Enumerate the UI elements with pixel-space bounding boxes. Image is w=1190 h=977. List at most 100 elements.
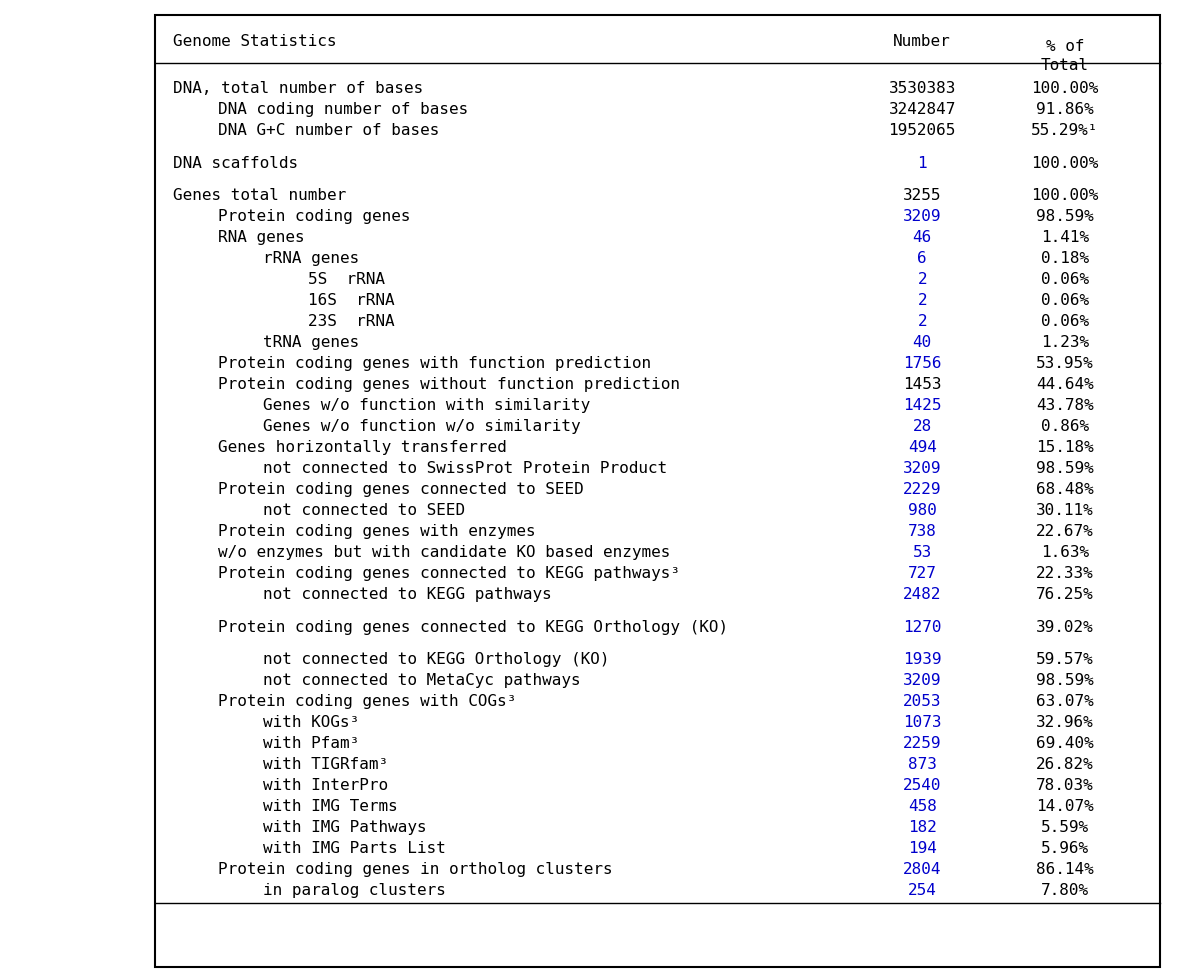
Text: 6: 6 <box>917 251 927 266</box>
Text: not connected to MetaCyc pathways: not connected to MetaCyc pathways <box>263 673 581 689</box>
Text: with IMG Parts List: with IMG Parts List <box>263 841 446 857</box>
Text: Protein coding genes: Protein coding genes <box>218 209 411 224</box>
Text: 0.18%: 0.18% <box>1041 251 1089 266</box>
Text: 3209: 3209 <box>903 673 941 689</box>
Text: 16S  rRNA: 16S rRNA <box>308 293 395 308</box>
Text: 2229: 2229 <box>903 482 941 497</box>
Text: Protein coding genes connected to KEGG Orthology (KO): Protein coding genes connected to KEGG O… <box>218 619 728 635</box>
Text: 22.33%: 22.33% <box>1036 566 1094 581</box>
Text: DNA coding number of bases: DNA coding number of bases <box>218 102 468 117</box>
Text: 5.96%: 5.96% <box>1041 841 1089 857</box>
Text: 53: 53 <box>913 545 932 560</box>
Text: 5S  rRNA: 5S rRNA <box>308 272 386 287</box>
Text: 0.86%: 0.86% <box>1041 419 1089 434</box>
Text: Genes w/o function w/o similarity: Genes w/o function w/o similarity <box>263 419 581 434</box>
Text: 98.59%: 98.59% <box>1036 209 1094 224</box>
Text: 1453: 1453 <box>903 377 941 392</box>
Text: 1756: 1756 <box>903 356 941 371</box>
Text: Protein coding genes without function prediction: Protein coding genes without function pr… <box>218 377 679 392</box>
Text: Genes w/o function with similarity: Genes w/o function with similarity <box>263 398 590 413</box>
Text: % of
Total: % of Total <box>1041 39 1089 72</box>
Text: 2: 2 <box>917 272 927 287</box>
Text: 3242847: 3242847 <box>889 102 956 117</box>
Text: 2: 2 <box>917 314 927 329</box>
Text: Protein coding genes with COGs³: Protein coding genes with COGs³ <box>218 695 516 709</box>
Text: 55.29%¹: 55.29%¹ <box>1032 123 1098 138</box>
Text: 28: 28 <box>913 419 932 434</box>
Text: with TIGRfam³: with TIGRfam³ <box>263 757 388 773</box>
Text: 182: 182 <box>908 821 937 835</box>
Text: 69.40%: 69.40% <box>1036 737 1094 751</box>
Text: 2804: 2804 <box>903 863 941 877</box>
Text: with IMG Pathways: with IMG Pathways <box>263 821 426 835</box>
Text: not connected to SwissProt Protein Product: not connected to SwissProt Protein Produ… <box>263 461 668 476</box>
Text: 1270: 1270 <box>903 619 941 635</box>
Text: 26.82%: 26.82% <box>1036 757 1094 773</box>
Text: 59.57%: 59.57% <box>1036 653 1094 667</box>
Text: 3530383: 3530383 <box>889 81 956 96</box>
Text: 2540: 2540 <box>903 779 941 793</box>
Text: 194: 194 <box>908 841 937 857</box>
Text: Genome Statistics: Genome Statistics <box>173 34 336 49</box>
Text: 1952065: 1952065 <box>889 123 956 138</box>
Text: Genes horizontally transferred: Genes horizontally transferred <box>218 440 507 455</box>
Text: 1: 1 <box>917 155 927 171</box>
Text: 100.00%: 100.00% <box>1032 188 1098 203</box>
Text: 1.41%: 1.41% <box>1041 230 1089 245</box>
Text: 76.25%: 76.25% <box>1036 587 1094 602</box>
Text: 2259: 2259 <box>903 737 941 751</box>
Text: tRNA genes: tRNA genes <box>263 335 359 350</box>
Text: 15.18%: 15.18% <box>1036 440 1094 455</box>
Text: 63.07%: 63.07% <box>1036 695 1094 709</box>
Text: not connected to KEGG pathways: not connected to KEGG pathways <box>263 587 552 602</box>
Text: 1425: 1425 <box>903 398 941 413</box>
Text: Number: Number <box>894 34 951 49</box>
Text: 0.06%: 0.06% <box>1041 293 1089 308</box>
Text: 1.63%: 1.63% <box>1041 545 1089 560</box>
Text: 0.06%: 0.06% <box>1041 272 1089 287</box>
Text: 98.59%: 98.59% <box>1036 673 1094 689</box>
Text: 2: 2 <box>917 293 927 308</box>
Text: 22.67%: 22.67% <box>1036 524 1094 539</box>
Text: 1.23%: 1.23% <box>1041 335 1089 350</box>
FancyBboxPatch shape <box>155 15 1160 967</box>
Text: DNA scaffolds: DNA scaffolds <box>173 155 298 171</box>
Text: Protein coding genes connected to SEED: Protein coding genes connected to SEED <box>218 482 583 497</box>
Text: 5.59%: 5.59% <box>1041 821 1089 835</box>
Text: DNA, total number of bases: DNA, total number of bases <box>173 81 422 96</box>
Text: Protein coding genes in ortholog clusters: Protein coding genes in ortholog cluster… <box>218 863 613 877</box>
Text: with IMG Terms: with IMG Terms <box>263 799 397 815</box>
Text: 3209: 3209 <box>903 461 941 476</box>
Text: 727: 727 <box>908 566 937 581</box>
Text: 738: 738 <box>908 524 937 539</box>
Text: rRNA genes: rRNA genes <box>263 251 359 266</box>
Text: Genes total number: Genes total number <box>173 188 346 203</box>
Text: 3209: 3209 <box>903 209 941 224</box>
Text: 43.78%: 43.78% <box>1036 398 1094 413</box>
Text: Protein coding genes with enzymes: Protein coding genes with enzymes <box>218 524 536 539</box>
Text: 873: 873 <box>908 757 937 773</box>
Text: DNA G+C number of bases: DNA G+C number of bases <box>218 123 439 138</box>
Text: 32.96%: 32.96% <box>1036 715 1094 731</box>
Text: 78.03%: 78.03% <box>1036 779 1094 793</box>
Text: 39.02%: 39.02% <box>1036 619 1094 635</box>
Text: 40: 40 <box>913 335 932 350</box>
Text: with InterPro: with InterPro <box>263 779 388 793</box>
Text: 30.11%: 30.11% <box>1036 503 1094 518</box>
Text: RNA genes: RNA genes <box>218 230 305 245</box>
Text: 980: 980 <box>908 503 937 518</box>
Text: 14.07%: 14.07% <box>1036 799 1094 815</box>
Text: 2053: 2053 <box>903 695 941 709</box>
Text: 23S  rRNA: 23S rRNA <box>308 314 395 329</box>
Text: 68.48%: 68.48% <box>1036 482 1094 497</box>
Text: 458: 458 <box>908 799 937 815</box>
Text: not connected to KEGG Orthology (KO): not connected to KEGG Orthology (KO) <box>263 653 609 667</box>
Text: 46: 46 <box>913 230 932 245</box>
Text: 2482: 2482 <box>903 587 941 602</box>
Text: 100.00%: 100.00% <box>1032 81 1098 96</box>
Text: with Pfam³: with Pfam³ <box>263 737 359 751</box>
Text: 254: 254 <box>908 883 937 899</box>
Text: 53.95%: 53.95% <box>1036 356 1094 371</box>
Text: 44.64%: 44.64% <box>1036 377 1094 392</box>
Text: Protein coding genes connected to KEGG pathways³: Protein coding genes connected to KEGG p… <box>218 566 679 581</box>
